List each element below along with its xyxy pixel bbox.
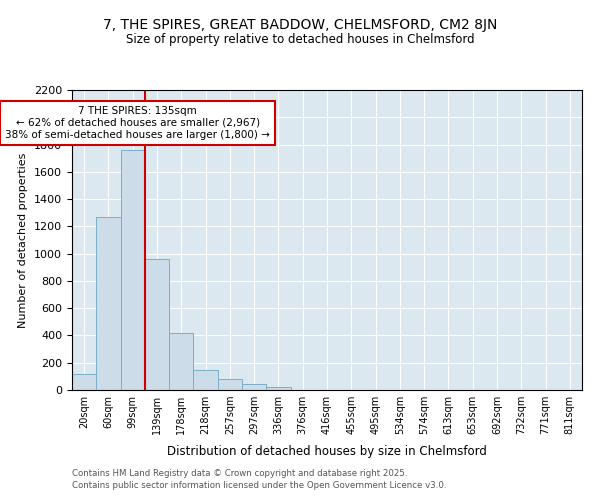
Bar <box>242 384 266 390</box>
Bar <box>145 259 169 390</box>
Text: 7 THE SPIRES: 135sqm
← 62% of detached houses are smaller (2,967)
38% of semi-de: 7 THE SPIRES: 135sqm ← 62% of detached h… <box>5 106 270 140</box>
Text: Contains public sector information licensed under the Open Government Licence v3: Contains public sector information licen… <box>72 481 446 490</box>
Bar <box>121 150 145 390</box>
Bar <box>193 370 218 390</box>
Text: Size of property relative to detached houses in Chelmsford: Size of property relative to detached ho… <box>125 32 475 46</box>
Bar <box>218 379 242 390</box>
Text: 7, THE SPIRES, GREAT BADDOW, CHELMSFORD, CM2 8JN: 7, THE SPIRES, GREAT BADDOW, CHELMSFORD,… <box>103 18 497 32</box>
Bar <box>169 332 193 390</box>
Y-axis label: Number of detached properties: Number of detached properties <box>19 152 28 328</box>
Text: Contains HM Land Registry data © Crown copyright and database right 2025.: Contains HM Land Registry data © Crown c… <box>72 468 407 477</box>
Bar <box>96 217 121 390</box>
Bar <box>266 388 290 390</box>
Bar <box>72 374 96 390</box>
X-axis label: Distribution of detached houses by size in Chelmsford: Distribution of detached houses by size … <box>167 446 487 458</box>
